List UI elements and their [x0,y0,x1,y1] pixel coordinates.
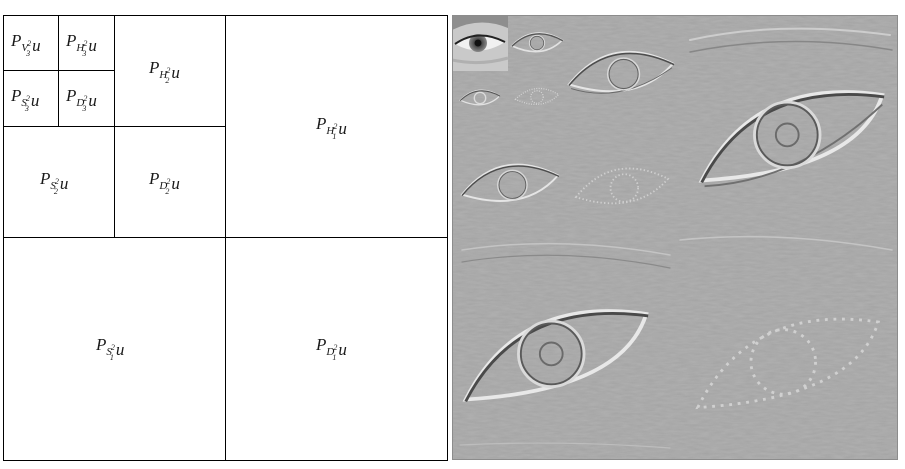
cell-label-h2: PH2 2 u [148,58,180,85]
cell-label-d1: PD2 1 u [315,335,347,362]
cell-label-h3: PH2 3 u [65,31,97,58]
cell-label-s1: PS2 1 u [95,335,124,362]
decomposition-grid [3,15,448,461]
cell-label-h1: PH2 1 u [315,114,347,141]
image-border [452,15,898,460]
skin-relief-strokes [459,27,893,449]
cell-label-v3: PV2 3 u [10,31,41,58]
cell-label-s2: PS2 2 u [39,169,68,196]
image-grain [452,15,898,460]
cell-label-s3: PS2 3 u [10,86,39,113]
decomposed-eye-image [452,15,898,460]
cell-label-d3: PD2 3 u [65,86,97,113]
level1-eye-details [462,90,885,410]
eye-thumbnail [452,15,509,71]
level3-eye-details [459,32,564,106]
cell-label-d2: PD2 2 u [148,169,180,196]
